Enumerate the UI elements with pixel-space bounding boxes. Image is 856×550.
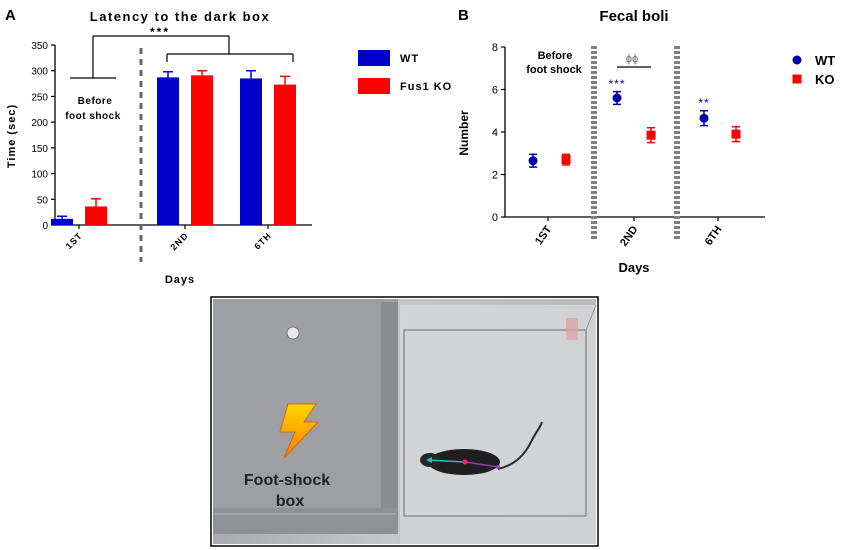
mouse (420, 421, 543, 475)
x-tick-label: 1ST (64, 230, 85, 251)
panel-a-before-line2: foot shock (65, 111, 121, 122)
bar-wt-6th (240, 78, 262, 225)
mouse-tail (497, 421, 543, 470)
panel-a-bars (51, 69, 296, 226)
mouse-track-head (427, 459, 466, 463)
y-tick-label: 4 (492, 127, 498, 139)
panel-b-label: B (458, 7, 469, 24)
bar-wt-2nd (157, 77, 179, 226)
dark-box-edge (381, 302, 398, 534)
panel-b-y-ticks: 0 2 4 6 8 (492, 42, 505, 224)
panel-b-ylabel: Number (457, 110, 471, 156)
y-tick-label: 6 (492, 85, 498, 97)
panel-b-stars-2nd: *** (608, 77, 625, 91)
panel-b: B Fecal boli Number Days 0 2 4 6 8 1ST 2ND 6TH… (457, 7, 835, 275)
lightning-bolt-icon (279, 403, 320, 459)
panel-b-stars-6th: ** (698, 96, 709, 110)
lit-box-edge (585, 304, 597, 331)
legend-label-ko: KO (815, 72, 835, 87)
photo-panel: Foot-shock box (210, 296, 599, 547)
panel-a-x-ticks: 1ST 2ND 6TH (64, 225, 273, 252)
dark-box-floor (213, 508, 398, 534)
y-tick-label: 0 (42, 221, 48, 232)
panel-b-points (528, 90, 741, 168)
x-tick-label: 2ND (618, 224, 640, 249)
panel-a: A Latency to the dark box Time (sec) Day… (5, 7, 452, 286)
mouse-head-marker (426, 457, 432, 463)
y-tick-label: 300 (31, 67, 48, 78)
point-wt-6th (699, 113, 709, 123)
bar-fus1-ko-6th (274, 84, 296, 225)
legend-marker-ko (792, 74, 802, 84)
y-tick-label: 50 (37, 195, 49, 206)
legend-label-wt: WT (815, 53, 835, 68)
panel-b-legend: WT KO (792, 53, 835, 87)
point-wt-1st (528, 156, 538, 166)
point-ko-1st (561, 155, 571, 165)
panel-b-xlabel: Days (618, 260, 649, 275)
panel-a-significance-stars: *** (150, 25, 170, 39)
legend-label-wt: WT (400, 53, 419, 65)
lit-box-floor (400, 518, 596, 544)
legend-marker-wt (792, 55, 802, 65)
legend-swatch-wt (358, 50, 390, 66)
panel-a-y-ticks: 0 50 100 150 200 250 300 350 (31, 41, 55, 232)
x-tick-label: 6TH (252, 230, 273, 251)
legend-swatch-ko (358, 78, 390, 94)
mouse-tail-marker (496, 465, 500, 469)
panel-a-ylabel: Time (sec) (6, 104, 18, 168)
y-tick-label: 100 (31, 170, 48, 181)
y-tick-label: 2 (492, 170, 498, 182)
panel-a-before-line1: Before (78, 96, 113, 107)
foot-shock-label-line2: box (276, 493, 305, 510)
point-ko-2nd (646, 130, 656, 140)
bar-fus1-ko-1st (85, 206, 107, 225)
panel-b-before-line1: Before (538, 50, 573, 62)
point-wt-2nd (612, 93, 622, 103)
lit-box-frame (403, 329, 587, 517)
y-tick-label: 350 (31, 41, 48, 52)
panel-a-significance-bracket (92, 35, 294, 78)
panel-a-label: A (5, 7, 16, 24)
panel-b-before-line2: foot shock (526, 64, 582, 76)
y-tick-label: 0 (492, 212, 498, 224)
x-tick-label: 1ST (533, 224, 555, 248)
lit-box-tag (566, 318, 578, 340)
legend-label-ko: Fus1 KO (400, 81, 452, 93)
panel-a-title: Latency to the dark box (90, 9, 270, 24)
y-tick-label: 150 (31, 144, 48, 155)
point-ko-6th (731, 129, 741, 139)
y-tick-label: 250 (31, 92, 48, 103)
panel-b-x-ticks: 1ST 2ND 6TH (533, 217, 724, 249)
mouse-track-tail (464, 461, 499, 468)
bar-wt-1st (51, 218, 73, 225)
foot-shock-label-line1: Foot-shock (244, 472, 330, 489)
mouse-center-marker (462, 459, 468, 465)
dark-box-hole (286, 326, 300, 340)
panel-a-legend: WT Fus1 KO (358, 50, 452, 94)
panel-b-phi-mark: ϕϕ (626, 53, 638, 65)
panel-b-title: Fecal boli (599, 8, 668, 25)
y-tick-label: 8 (492, 42, 498, 54)
x-tick-label: 2ND (168, 230, 190, 252)
lit-box (400, 305, 596, 534)
bar-fus1-ko-2nd (191, 75, 213, 225)
x-tick-label: 6TH (703, 224, 725, 248)
y-tick-label: 200 (31, 118, 48, 129)
panel-a-xlabel: Days (165, 274, 195, 286)
